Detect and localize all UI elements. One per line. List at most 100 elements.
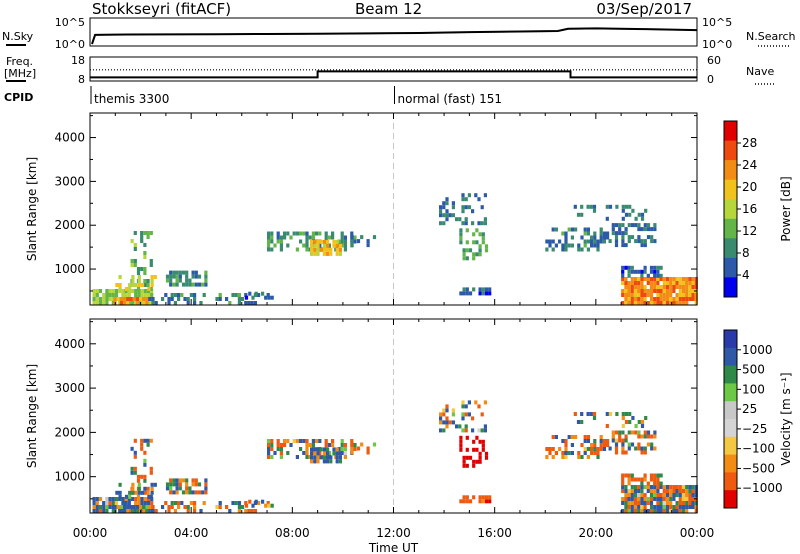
velocity-cell (146, 501, 151, 505)
power-cell (149, 231, 153, 235)
velocity-cell (646, 442, 651, 447)
velocity-cell (471, 428, 475, 433)
velocity-cell (624, 473, 628, 478)
time-tick-label: 00:00 (680, 526, 715, 540)
power-cell (624, 281, 628, 285)
power-cell (151, 301, 155, 305)
power-cell (637, 289, 641, 293)
power-cell (649, 281, 654, 285)
power-cell (459, 228, 463, 233)
power-cell (656, 297, 660, 301)
velocity-cell (637, 420, 641, 424)
velocity-cell (305, 447, 309, 451)
velocity-cell (596, 455, 600, 459)
power-cell (322, 251, 326, 256)
velocity-cell (131, 490, 135, 495)
velocity-cell (649, 489, 654, 493)
velocity-cell (688, 505, 692, 509)
power-cell (681, 277, 686, 281)
velocity-cell (621, 501, 625, 505)
velocity-cell (672, 485, 676, 489)
velocity-cell (119, 509, 123, 513)
velocity-cell (315, 439, 319, 443)
power-cell (630, 277, 634, 281)
velocity-cell (199, 509, 203, 513)
velocity-cell (193, 501, 197, 505)
velocity-cell (691, 489, 695, 493)
velocity-cell (267, 455, 271, 459)
power-cell (672, 285, 676, 289)
freq-tick-label: 8 (78, 73, 85, 86)
velocity-colorbar-cell (724, 454, 737, 473)
power-cell (637, 235, 641, 240)
power-cell (681, 293, 686, 297)
power-cell (646, 301, 650, 305)
power-cell (691, 289, 695, 293)
velocity-cell (338, 455, 342, 460)
power-cell (111, 301, 115, 305)
velocity-cell (150, 501, 154, 505)
power-cell (480, 205, 484, 210)
power-cell (662, 285, 666, 289)
velocity-cell (621, 497, 625, 501)
power-cell (316, 243, 320, 248)
power-cell (113, 297, 117, 301)
power-cell (669, 297, 673, 301)
power-cell (653, 273, 657, 278)
velocity-cell (627, 489, 631, 493)
power-cell (350, 239, 354, 244)
power-cell (471, 221, 475, 226)
power-cell (694, 281, 698, 285)
velocity-cell (295, 455, 299, 459)
velocity-cell (481, 447, 485, 452)
power-cell (640, 277, 644, 281)
velocity-cell (665, 485, 670, 489)
velocity-cell (202, 501, 206, 505)
velocity-cell (118, 509, 122, 513)
power-cell (627, 235, 631, 240)
velocity-cell (672, 505, 676, 509)
power-cell (678, 293, 682, 297)
power-cell (662, 293, 666, 297)
velocity-colorbar-tick-label: 100 (742, 382, 765, 396)
freq-tick-label: 18 (71, 54, 85, 67)
velocity-colorbar-cell (724, 330, 737, 349)
velocity-cell (102, 501, 106, 505)
velocity-cell (148, 505, 152, 509)
velocity-cell (186, 509, 190, 513)
velocity-cell (624, 420, 629, 424)
power-cell (592, 208, 597, 213)
velocity-cell (484, 499, 489, 504)
velocity-cell (279, 451, 283, 455)
velocity-cell (111, 497, 115, 501)
power-cell (279, 243, 283, 248)
power-cell (621, 269, 625, 274)
velocity-cell (172, 490, 176, 495)
velocity-cell (624, 493, 628, 497)
power-cell (439, 205, 443, 210)
velocity-cell (608, 412, 613, 416)
power-cell (480, 221, 484, 226)
power-cell (478, 232, 482, 237)
velocity-cell (149, 438, 153, 443)
velocity-cell (621, 473, 625, 478)
power-cell (564, 247, 568, 252)
velocity-cell (628, 420, 632, 424)
velocity-cell (310, 451, 314, 456)
velocity-cell (656, 481, 660, 486)
power-cell (633, 285, 638, 289)
power-cell (634, 239, 638, 244)
velocity-cell (580, 443, 584, 447)
velocity-cell (659, 481, 663, 486)
power-cell (643, 293, 647, 297)
power-cell (646, 227, 651, 232)
velocity-cell (685, 489, 689, 493)
velocity-cell (136, 478, 141, 483)
power-cell (672, 281, 676, 285)
power-cell (685, 301, 689, 305)
velocity-cell (175, 478, 179, 483)
velocity-cell (627, 493, 631, 497)
power-cell (102, 297, 106, 301)
velocity-cell (137, 482, 141, 487)
power-cell (564, 243, 568, 248)
